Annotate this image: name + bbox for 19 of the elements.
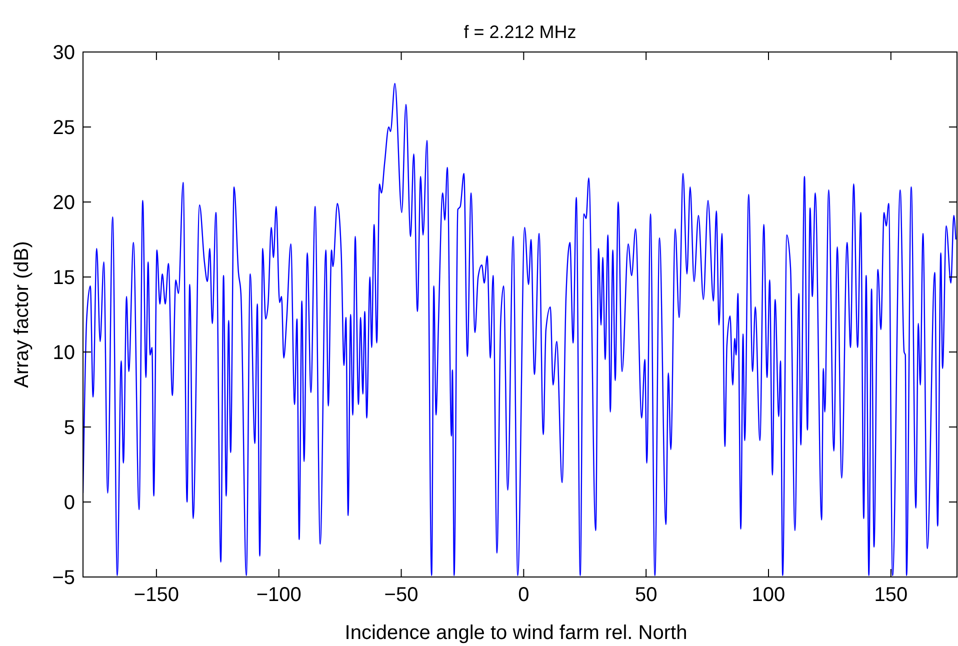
x-tick-label: −150	[134, 584, 179, 606]
y-tick-label: −5	[52, 567, 75, 589]
x-tick-label: 50	[634, 584, 658, 606]
chart-title: f = 2.212 MHz	[464, 22, 576, 42]
y-axis-title: Array factor (dB)	[11, 241, 33, 388]
y-tick-label: 25	[52, 117, 75, 139]
y-tick-label: 30	[52, 42, 75, 64]
y-tick-label: 20	[52, 192, 75, 214]
line-series	[83, 82, 956, 576]
y-tick-label: 15	[52, 267, 75, 289]
y-tick-label: 5	[64, 417, 75, 439]
y-tick-label: 0	[64, 492, 75, 514]
y-tick-label: 10	[52, 342, 75, 364]
x-tick-label: 150	[874, 584, 908, 606]
x-tick-label: −50	[384, 584, 418, 606]
x-tick-label: −100	[256, 584, 302, 606]
x-axis-title: Incidence angle to wind farm rel. North	[344, 622, 688, 644]
x-tick-label: 0	[518, 584, 530, 606]
x-tick-label: 100	[752, 584, 786, 606]
